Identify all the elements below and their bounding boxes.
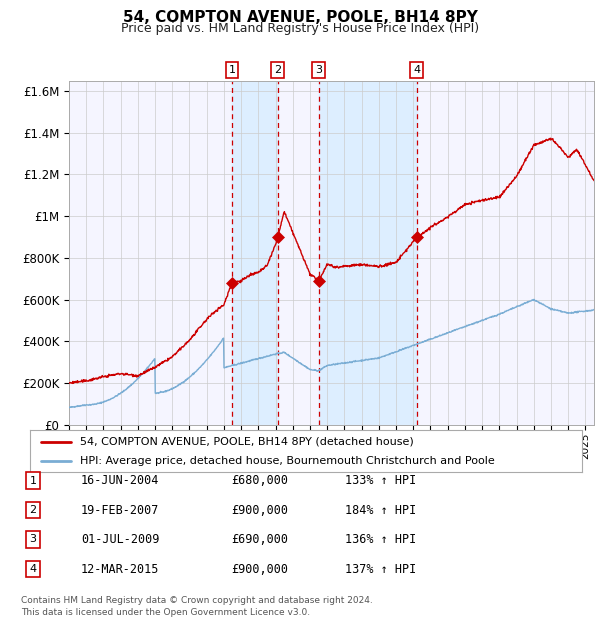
Text: 1: 1 — [29, 476, 37, 485]
Text: 19-FEB-2007: 19-FEB-2007 — [81, 504, 160, 516]
Text: 136% ↑ HPI: 136% ↑ HPI — [345, 533, 416, 546]
Text: 4: 4 — [29, 564, 37, 574]
Text: 54, COMPTON AVENUE, POOLE, BH14 8PY (detached house): 54, COMPTON AVENUE, POOLE, BH14 8PY (det… — [80, 436, 413, 446]
Text: Price paid vs. HM Land Registry's House Price Index (HPI): Price paid vs. HM Land Registry's House … — [121, 22, 479, 35]
Text: £690,000: £690,000 — [231, 533, 288, 546]
Text: £900,000: £900,000 — [231, 563, 288, 575]
Text: £680,000: £680,000 — [231, 474, 288, 487]
Bar — [232, 81, 278, 425]
Text: 184% ↑ HPI: 184% ↑ HPI — [345, 504, 416, 516]
Text: 2: 2 — [29, 505, 37, 515]
Bar — [319, 81, 416, 425]
Text: 3: 3 — [315, 65, 322, 75]
Text: 137% ↑ HPI: 137% ↑ HPI — [345, 563, 416, 575]
Text: HPI: Average price, detached house, Bournemouth Christchurch and Poole: HPI: Average price, detached house, Bour… — [80, 456, 494, 466]
Text: £900,000: £900,000 — [231, 504, 288, 516]
Text: 3: 3 — [29, 534, 37, 544]
Text: Contains HM Land Registry data © Crown copyright and database right 2024.
This d: Contains HM Land Registry data © Crown c… — [21, 596, 373, 617]
Text: 54, COMPTON AVENUE, POOLE, BH14 8PY: 54, COMPTON AVENUE, POOLE, BH14 8PY — [122, 10, 478, 25]
Text: 01-JUL-2009: 01-JUL-2009 — [81, 533, 160, 546]
Text: 12-MAR-2015: 12-MAR-2015 — [81, 563, 160, 575]
Text: 4: 4 — [413, 65, 420, 75]
Text: 16-JUN-2004: 16-JUN-2004 — [81, 474, 160, 487]
Text: 133% ↑ HPI: 133% ↑ HPI — [345, 474, 416, 487]
Text: 2: 2 — [274, 65, 281, 75]
Text: 1: 1 — [229, 65, 235, 75]
